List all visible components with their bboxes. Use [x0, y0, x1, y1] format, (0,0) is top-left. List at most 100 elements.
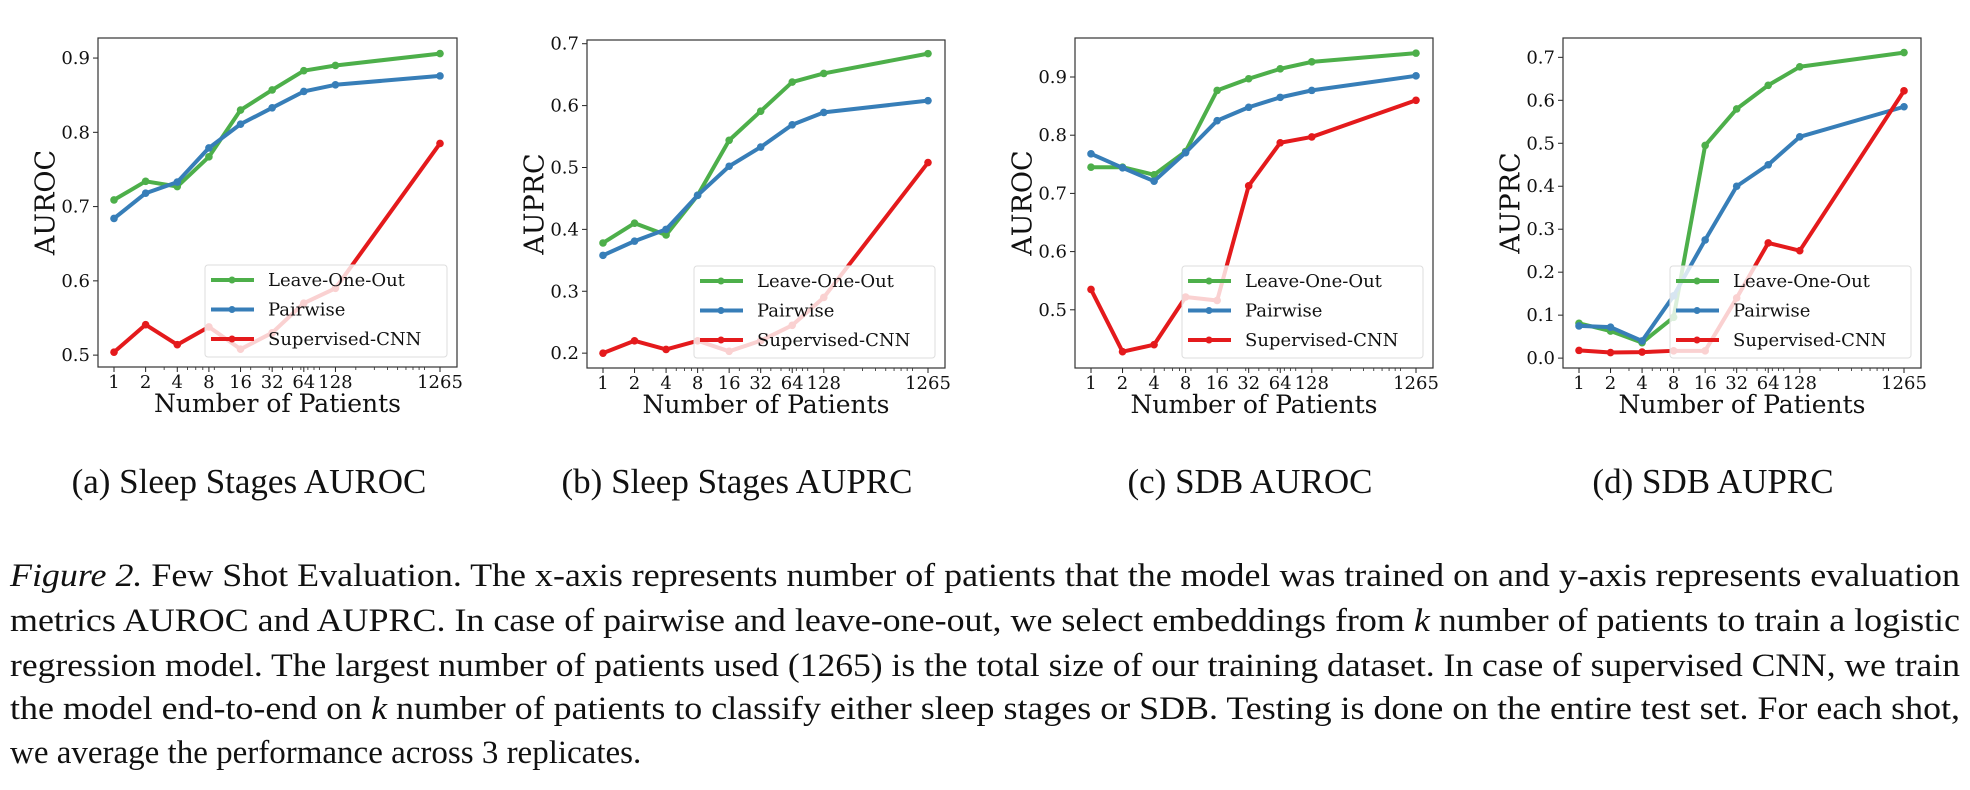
y-axis-label: AUROC [31, 150, 62, 256]
legend-marker [228, 335, 236, 343]
legend-label: Pairwise [1733, 301, 1810, 322]
data-point-supervised-cnn [1900, 87, 1908, 95]
data-point-leave-one-out [599, 239, 607, 247]
caption-text: regression model. The largest number of … [10, 648, 1960, 684]
data-point-leave-one-out [1412, 49, 1420, 57]
y-tick-label: 0.5 [1038, 300, 1067, 321]
axes-frame [1562, 37, 1922, 369]
data-point-pairwise [599, 251, 607, 260]
legend-marker [1205, 336, 1213, 344]
y-tick-label: 0.7 [61, 197, 90, 218]
data-point-leave-one-out [1244, 74, 1253, 83]
data-point-supervised-cnn [1638, 348, 1646, 356]
axes-frame [97, 37, 458, 368]
data-point-supervised-cnn [1764, 239, 1773, 247]
chart-c: 1 2 4 8 16 32 64 128 1265 0.5 0.6 0.7 0.8 0.9 Number o… [1008, 37, 1439, 419]
caption-line: the model end-to-end on k number of pati… [10, 691, 1960, 728]
x-tick-label: 4 [660, 373, 671, 394]
x-tick-label: 64 [1269, 373, 1292, 394]
data-point-pairwise [1213, 116, 1221, 125]
y-tick-label: 0.4 [1526, 176, 1555, 197]
x-tick-label: 8 [692, 373, 703, 394]
legend-label: Leave-One-Out [757, 271, 895, 292]
data-point-pairwise [1732, 182, 1741, 191]
x-tick-label: 1 [1573, 373, 1584, 394]
data-point-leave-one-out [331, 61, 340, 70]
data-point-pairwise [1606, 323, 1615, 331]
legend-label: Leave-One-Out [268, 270, 406, 291]
data-point-pairwise [141, 189, 150, 198]
data-point-leave-one-out [236, 106, 245, 114]
axes-frame [586, 39, 946, 369]
data-point-pairwise [1150, 177, 1158, 185]
data-point-leave-one-out [1087, 163, 1095, 172]
x-tick-label: 64 [1757, 373, 1780, 394]
data-point-supervised-cnn [1412, 96, 1420, 105]
data-point-pairwise [1795, 133, 1804, 141]
chart-b: 1 2 4 8 16 32 64 128 1265 0.2 0.3 0.4 0.5 0.6 0.7 Numbe… [520, 34, 951, 419]
data-point-leave-one-out [300, 66, 308, 75]
data-point-leave-one-out [1213, 86, 1221, 95]
legend-marker [1205, 277, 1213, 285]
caption-text: number of patients to train a logistic [1429, 603, 1960, 639]
legend-box [204, 264, 448, 358]
data-point-pairwise [236, 120, 245, 128]
subcaption-d: (d) SDB AUPRC [1592, 462, 1834, 501]
y-tick-label: 0.6 [550, 96, 579, 117]
caption-text: k [1413, 603, 1430, 639]
data-point-leave-one-out [662, 231, 670, 239]
y-tick-label: 0.3 [550, 281, 579, 302]
data-point-pairwise [110, 214, 118, 223]
caption-text: we average the performance across 3 repl… [10, 735, 642, 771]
legend-label: Leave-One-Out [1245, 271, 1383, 292]
x-tick-label: 1265 [1393, 373, 1439, 394]
data-point-leave-one-out [1795, 62, 1804, 71]
legend: Leave-One-Out Pairwise Supervised-CNN [204, 264, 448, 358]
data-point-pairwise [1575, 322, 1583, 330]
data-point-leave-one-out [1150, 170, 1158, 179]
x-tick-label: 64 [781, 373, 804, 394]
data-point-leave-one-out [924, 49, 932, 58]
y-tick-label: 0.1 [1526, 305, 1555, 326]
legend-marker [1693, 336, 1701, 344]
data-point-pairwise [205, 144, 213, 152]
x-tick-label: 2 [140, 372, 151, 393]
data-point-pairwise [630, 237, 639, 245]
x-tick-label: 128 [318, 372, 352, 393]
data-point-pairwise [662, 225, 670, 234]
data-point-leave-one-out [1764, 81, 1773, 90]
caption-text: metrics AUROC and AUPRC. In case of pair… [10, 603, 1414, 639]
data-point-pairwise [268, 104, 276, 112]
legend-label: Supervised-CNN [757, 330, 910, 351]
data-point-supervised-cnn [1150, 340, 1158, 349]
legend-label: Supervised-CNN [1733, 330, 1886, 351]
data-point-leave-one-out [205, 153, 213, 161]
legend: Leave-One-Out Pairwise Supervised-CNN [1181, 265, 1424, 359]
data-point-pairwise [1087, 150, 1095, 158]
x-axis-label: Number of Patients [154, 389, 401, 418]
legend-marker [717, 336, 725, 344]
x-tick-label: 8 [1668, 373, 1679, 394]
y-tick-label: 0.2 [1526, 262, 1555, 283]
data-point-supervised-cnn [1307, 133, 1316, 141]
data-point-leave-one-out [819, 69, 828, 78]
legend-marker [717, 307, 725, 314]
data-point-pairwise [1638, 337, 1646, 345]
data-point-leave-one-out [630, 219, 639, 227]
series-line-leave-one-out [601, 51, 929, 245]
y-tick-label: 0.6 [1526, 90, 1555, 111]
data-point-pairwise [1276, 93, 1285, 102]
legend-label: Supervised-CNN [268, 329, 421, 350]
x-tick-label: 32 [1237, 373, 1260, 394]
data-point-pairwise [1118, 163, 1127, 172]
data-point-leave-one-out [1701, 141, 1709, 150]
data-point-leave-one-out [1900, 48, 1908, 57]
data-point-supervised-cnn [1795, 246, 1804, 255]
caption-line: Figure 2. Few Shot Evaluation. The x-axi… [10, 558, 1960, 595]
x-tick-label: 128 [1783, 373, 1817, 394]
y-tick-label: 0.3 [1526, 219, 1555, 240]
y-tick-label: 0.7 [1526, 47, 1555, 68]
data-point-supervised-cnn [436, 139, 444, 148]
data-point-pairwise [1900, 102, 1908, 111]
